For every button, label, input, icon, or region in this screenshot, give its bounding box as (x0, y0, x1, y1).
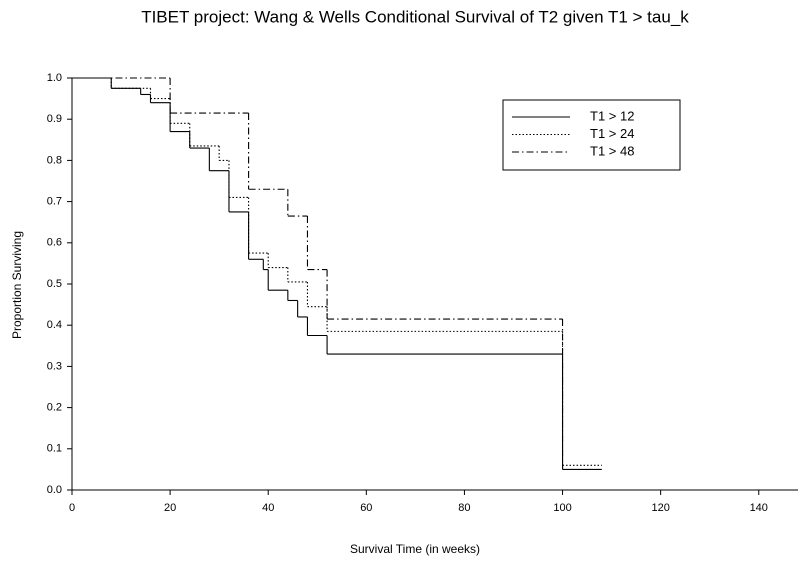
y-axis-label: Proportion Surviving (10, 231, 24, 339)
y-tick-label: 0.0 (47, 484, 62, 496)
x-axis-label: Survival Time (in weeks) (350, 542, 480, 556)
legend-label: T1 > 48 (590, 143, 634, 158)
y-tick-label: 0.5 (47, 278, 62, 290)
legend-label: T1 > 24 (590, 126, 634, 141)
legend-label: T1 > 12 (590, 108, 634, 123)
chart-title: TIBET project: Wang & Wells Conditional … (141, 7, 689, 26)
x-tick-label: 40 (262, 502, 274, 514)
y-tick-label: 0.7 (47, 196, 62, 208)
x-tick-label: 140 (750, 502, 768, 514)
y-tick-label: 0.6 (47, 237, 62, 249)
y-tick-label: 0.2 (47, 402, 62, 414)
y-tick-label: 0.4 (47, 319, 62, 331)
x-tick-label: 100 (553, 502, 571, 514)
x-tick-label: 60 (360, 502, 372, 514)
y-tick-label: 0.3 (47, 360, 62, 372)
y-tick-label: 0.8 (47, 154, 62, 166)
x-tick-label: 120 (651, 502, 669, 514)
x-tick-label: 20 (164, 502, 176, 514)
y-tick-label: 0.1 (47, 443, 62, 455)
x-tick-label: 0 (69, 502, 75, 514)
legend-box (502, 99, 681, 171)
y-tick-label: 0.9 (47, 113, 62, 125)
x-tick-label: 80 (458, 502, 470, 514)
y-tick-label: 1.0 (47, 72, 62, 84)
